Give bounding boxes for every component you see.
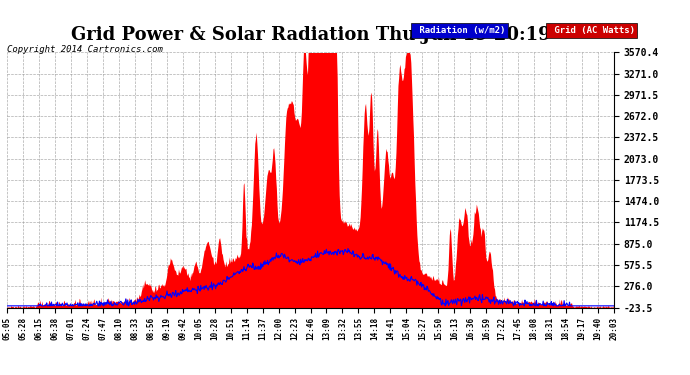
Text: Radiation (w/m2): Radiation (w/m2) — [414, 26, 505, 35]
Text: Grid Power & Solar Radiation Thu Jun 19 20:19: Grid Power & Solar Radiation Thu Jun 19 … — [70, 26, 551, 44]
Text: Grid (AC Watts): Grid (AC Watts) — [549, 26, 635, 35]
Text: Copyright 2014 Cartronics.com: Copyright 2014 Cartronics.com — [7, 45, 163, 54]
